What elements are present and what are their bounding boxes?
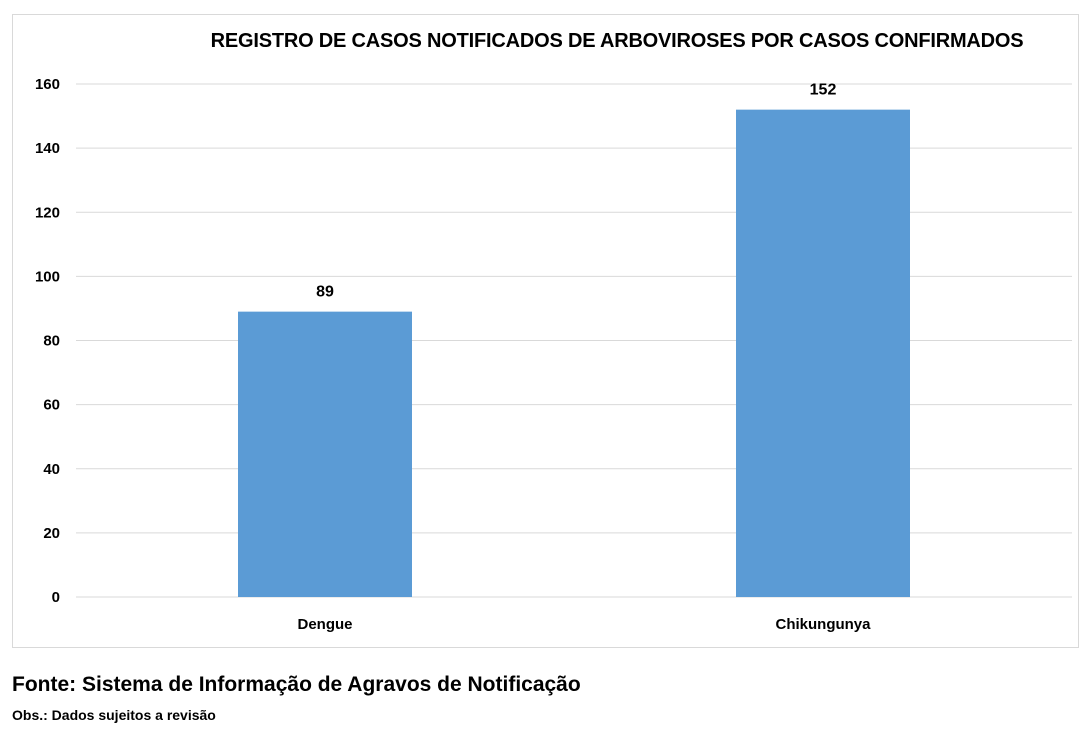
source-note: Fonte: Sistema de Informação de Agravos … — [12, 673, 581, 696]
bar-chikungunya — [736, 109, 910, 598]
y-tick-label: 120 — [35, 204, 60, 221]
y-tick-label: 80 — [43, 333, 60, 350]
x-tick-label: Dengue — [297, 616, 352, 633]
data-label: 152 — [810, 82, 837, 99]
y-tick-label: 60 — [43, 397, 60, 414]
y-tick-label: 160 — [35, 76, 60, 93]
y-tick-label: 140 — [35, 140, 60, 157]
y-tick-label: 40 — [43, 461, 60, 478]
x-tick-label: Chikungunya — [775, 616, 871, 633]
y-tick-label: 20 — [43, 525, 60, 542]
bar-dengue — [238, 311, 412, 597]
data-label: 89 — [316, 284, 334, 301]
y-tick-label: 100 — [35, 268, 60, 285]
chart-title: REGISTRO DE CASOS NOTIFICADOS DE ARBOVIR… — [210, 30, 1024, 52]
bar-chart: 0 20 40 60 80 100 120 140 160 89 Dengue 152 Chikungu… — [35, 76, 1072, 633]
y-tick-label: 0 — [52, 589, 60, 606]
observation-note: Obs.: Dados sujeitos a revisão — [12, 707, 216, 723]
